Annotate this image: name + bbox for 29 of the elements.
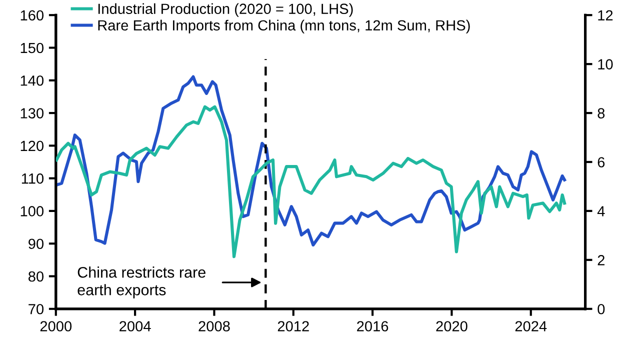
y-tick-label: 70 <box>28 304 44 314</box>
y-tick-label: 80 <box>28 271 44 282</box>
line-series <box>56 105 566 258</box>
x-tick-label: 2008 <box>198 321 230 332</box>
y2-tick-label: 8 <box>598 108 605 118</box>
y2-tick-label: 4 <box>597 206 605 216</box>
y-tick-label: 120 <box>20 140 44 152</box>
y2-tick-label: 12 <box>598 10 613 20</box>
y2-tick-label: 6 <box>598 157 605 168</box>
y2-tick-label: 10 <box>598 59 613 70</box>
y-tick-label: 140 <box>20 75 44 86</box>
y-tick-label: 100 <box>20 206 44 216</box>
legend-label: Rare Earth Imports from China (mn tons, 12m Sum, RHS) <box>98 20 470 34</box>
x-tick-label: 2012 <box>278 321 309 332</box>
y-tick-label: 90 <box>28 238 44 250</box>
annotation: China restricts rare earth exports <box>78 266 206 298</box>
x-tick-label: 2016 <box>357 321 388 332</box>
y2-tick-label: 2 <box>598 255 604 266</box>
x-tick-label: 2024 <box>515 321 547 332</box>
x-tick-label: 2020 <box>436 321 468 332</box>
x-tick-label: 2000 <box>40 321 72 332</box>
line-series <box>56 75 566 247</box>
y2-tick-label: 0 <box>598 304 605 314</box>
y-tick-label: 130 <box>20 108 44 118</box>
legend-label: Industrial Production (2020 = 100, LHS) <box>98 3 353 17</box>
y-tick-label: 160 <box>20 10 44 21</box>
y-tick-label: 110 <box>22 173 44 184</box>
x-tick-label: 2004 <box>120 321 151 332</box>
y-tick-label: 150 <box>20 42 44 54</box>
